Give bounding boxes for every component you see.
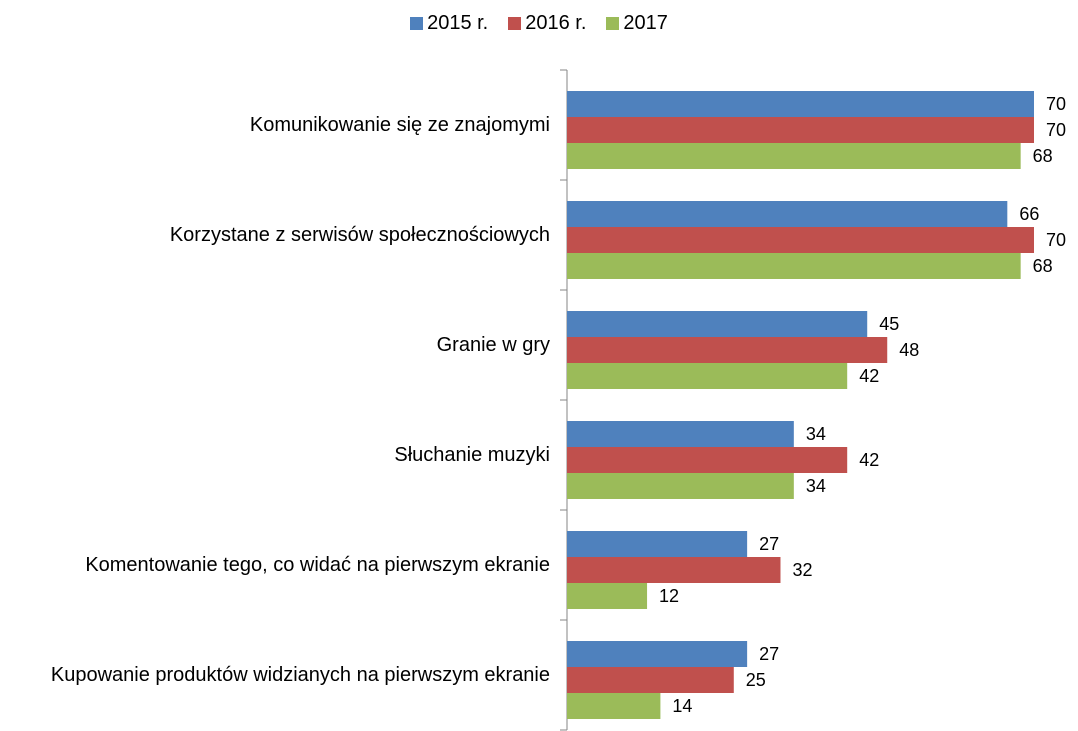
value-label: 68 — [1033, 256, 1053, 276]
bar — [567, 91, 1034, 117]
bar — [567, 227, 1034, 253]
bar — [567, 583, 648, 609]
value-label: 42 — [859, 366, 879, 386]
legend-item: 2017 — [606, 12, 668, 35]
legend-swatch — [508, 17, 522, 30]
legend-label: 2015 r. — [427, 12, 489, 34]
bar — [567, 201, 1008, 227]
bar — [567, 253, 1021, 279]
value-label: 48 — [899, 340, 919, 360]
category-label: Granie w gry — [436, 334, 550, 356]
bar — [567, 421, 794, 447]
value-label: 70 — [1046, 230, 1066, 250]
category-label: Korzystane z serwisów społecznościowych — [169, 224, 550, 246]
value-label: 14 — [672, 696, 692, 716]
bar — [567, 531, 748, 557]
legend-swatch — [606, 17, 620, 30]
bar — [567, 143, 1021, 169]
bar — [567, 667, 734, 693]
legend-label: 2017 — [623, 12, 668, 34]
bar — [567, 693, 661, 719]
category-label: Komentowanie tego, co widać na pierwszym… — [85, 554, 550, 576]
legend-item: 2015 r. — [410, 12, 488, 35]
value-label: 27 — [759, 644, 779, 664]
value-label: 25 — [746, 670, 766, 690]
category-label: Komunikowanie się ze znajomymi — [249, 114, 550, 136]
bar — [567, 447, 848, 473]
bar — [567, 641, 748, 667]
legend: 2015 r. 2016 r. 2017 — [0, 12, 1078, 35]
value-label: 70 — [1046, 120, 1066, 140]
value-label: 32 — [792, 560, 812, 580]
legend-label: 2016 r. — [525, 12, 587, 34]
value-label: 34 — [806, 424, 826, 444]
value-label: 68 — [1033, 146, 1053, 166]
value-label: 66 — [1019, 204, 1039, 224]
legend-swatch — [410, 17, 424, 30]
value-label: 45 — [879, 314, 899, 334]
bar — [567, 337, 888, 363]
bar — [567, 557, 781, 583]
value-label: 42 — [859, 450, 879, 470]
bar — [567, 473, 794, 499]
bar — [567, 117, 1034, 143]
value-label: 34 — [806, 476, 826, 496]
category-label: Słuchanie muzyki — [394, 444, 550, 466]
legend-item: 2016 r. — [508, 12, 586, 35]
bar — [567, 363, 848, 389]
value-label: 12 — [659, 586, 679, 606]
value-label: 27 — [759, 534, 779, 554]
category-label: Kupowanie produktów widzianych na pierws… — [50, 664, 550, 686]
value-label: 70 — [1046, 94, 1066, 114]
bar — [567, 311, 868, 337]
